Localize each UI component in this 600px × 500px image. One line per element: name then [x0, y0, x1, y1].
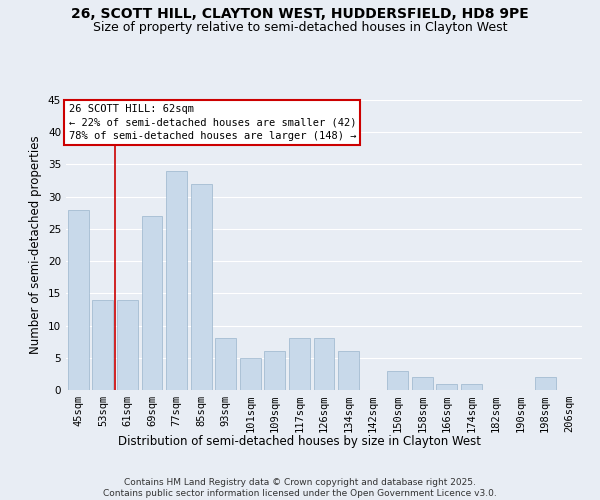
Bar	[117, 300, 138, 390]
Bar	[215, 338, 236, 390]
Bar	[191, 184, 212, 390]
Bar	[314, 338, 334, 390]
Bar	[461, 384, 482, 390]
Bar	[289, 338, 310, 390]
Text: 26 SCOTT HILL: 62sqm
← 22% of semi-detached houses are smaller (42)
78% of semi-: 26 SCOTT HILL: 62sqm ← 22% of semi-detac…	[68, 104, 356, 141]
Bar	[535, 377, 556, 390]
Bar	[387, 370, 408, 390]
Bar	[166, 171, 187, 390]
Bar	[338, 352, 359, 390]
Bar	[92, 300, 113, 390]
Text: Contains HM Land Registry data © Crown copyright and database right 2025.
Contai: Contains HM Land Registry data © Crown c…	[103, 478, 497, 498]
Text: Size of property relative to semi-detached houses in Clayton West: Size of property relative to semi-detach…	[93, 21, 507, 34]
Bar	[436, 384, 457, 390]
Y-axis label: Number of semi-detached properties: Number of semi-detached properties	[29, 136, 43, 354]
Bar	[265, 352, 286, 390]
Bar	[240, 358, 261, 390]
Bar	[142, 216, 163, 390]
Bar	[68, 210, 89, 390]
Text: 26, SCOTT HILL, CLAYTON WEST, HUDDERSFIELD, HD8 9PE: 26, SCOTT HILL, CLAYTON WEST, HUDDERSFIE…	[71, 8, 529, 22]
Text: Distribution of semi-detached houses by size in Clayton West: Distribution of semi-detached houses by …	[119, 435, 482, 448]
Bar	[412, 377, 433, 390]
